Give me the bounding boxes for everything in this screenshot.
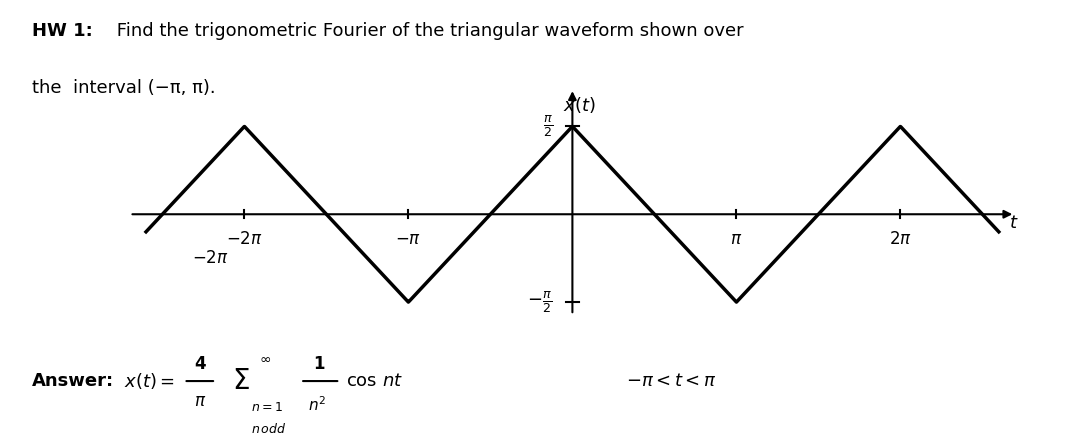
Text: $\pi$: $\pi$ (730, 230, 743, 248)
Text: $-\frac{\pi}{2}$: $-\frac{\pi}{2}$ (527, 289, 553, 315)
Text: $-\pi < t < \pi$: $-\pi < t < \pi$ (626, 372, 717, 390)
Text: $x(t)$: $x(t)$ (563, 95, 595, 115)
Text: $\pi$: $\pi$ (193, 392, 206, 410)
Text: $x(t) =$: $x(t) =$ (124, 371, 175, 391)
Text: $\cos\, nt$: $\cos\, nt$ (346, 372, 403, 390)
Text: $t$: $t$ (1009, 214, 1018, 232)
Text: $-2\pi$: $-2\pi$ (192, 249, 229, 267)
Text: Answer:: Answer: (32, 372, 114, 390)
Text: $\frac{\pi}{2}$: $\frac{\pi}{2}$ (542, 113, 553, 139)
Text: $n^2$: $n^2$ (309, 396, 326, 414)
Text: $2\pi$: $2\pi$ (889, 230, 912, 248)
Text: $-\pi$: $-\pi$ (395, 230, 421, 248)
Text: $-2\pi$: $-2\pi$ (226, 230, 262, 248)
Text: $n{=}1$: $n{=}1$ (251, 401, 283, 414)
Text: $\infty$: $\infty$ (259, 352, 271, 366)
Text: $\Sigma$: $\Sigma$ (232, 367, 249, 395)
Text: 1: 1 (313, 354, 324, 373)
Text: Find the trigonometric Fourier of the triangular waveform shown over: Find the trigonometric Fourier of the tr… (111, 22, 744, 40)
Text: $n\,odd$: $n\,odd$ (251, 422, 286, 436)
Text: 4: 4 (194, 354, 205, 373)
Text: the  interval (−π, π).: the interval (−π, π). (32, 79, 216, 97)
Text: HW 1:: HW 1: (32, 22, 93, 40)
